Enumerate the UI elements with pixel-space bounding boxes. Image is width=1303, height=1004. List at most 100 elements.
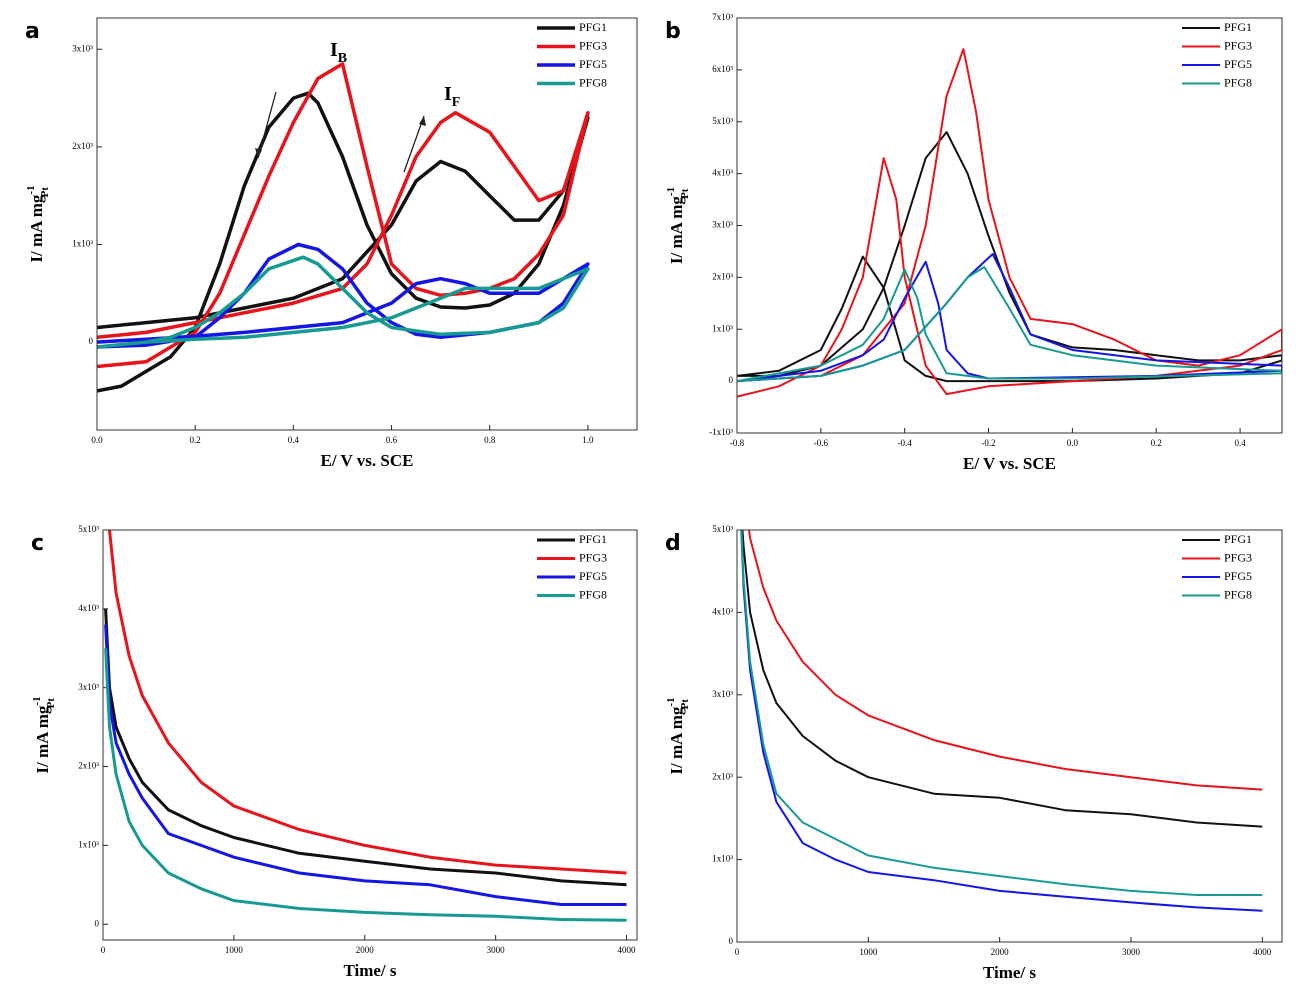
x-tick-label: 1000 — [859, 947, 878, 957]
legend-label: PFG8 — [579, 587, 607, 601]
y-tick-label: 3x10³ — [712, 220, 733, 230]
y-axis-label: I/ mA mg-1 Pt — [665, 187, 691, 264]
x-tick-label: -0.2 — [981, 438, 995, 448]
x-tick-label: 0.4 — [288, 435, 300, 445]
y-axis-label: I/ mA mg-1 Pt — [665, 697, 691, 774]
legend-label: PFG3 — [579, 550, 607, 564]
series-line — [737, 48, 1282, 398]
series-line — [97, 242, 590, 349]
y-tick-label: 2x10³ — [78, 761, 99, 771]
x-tick-label: -0.8 — [730, 438, 745, 448]
panel-label: a — [25, 19, 40, 44]
panel: d 0 1x10³ 2x10³ 3x10³ 4x10³ 5x10³ 0 1000 2000 3000… — [665, 524, 1283, 982]
y-tick-label: 1x10³ — [712, 854, 733, 864]
y-axis-label-sup: -1 — [665, 187, 677, 196]
y-tick-label: 3x10³ — [78, 682, 99, 692]
legend-label: PFG1 — [579, 532, 607, 546]
y-tick-label: 2x10³ — [72, 141, 93, 151]
series-line — [104, 648, 627, 922]
x-tick-label: 0 — [735, 947, 740, 957]
arrow-head — [419, 116, 426, 126]
x-axis-label: Time/ s — [343, 961, 396, 980]
y-tick-label: -1x10³ — [709, 427, 733, 437]
y-tick-label: 6x10³ — [712, 64, 733, 74]
y-axis-label-sup: -1 — [31, 696, 43, 705]
x-tick-label: 3000 — [487, 945, 506, 955]
y-axis-label: I/ mA mg-1 Pt — [25, 185, 51, 262]
series-line — [740, 530, 1263, 896]
x-tick-label: 1.0 — [582, 435, 594, 445]
y-axis-label: I/ mA mg-1 Pt — [31, 696, 57, 773]
series-line — [104, 608, 627, 887]
annotation-text: I — [330, 39, 338, 61]
y-tick-label: 5x10³ — [712, 524, 733, 534]
plot-frame — [736, 17, 1283, 434]
panel-label: b — [665, 19, 681, 44]
arrow — [257, 91, 277, 159]
y-tick-label: 4x10³ — [712, 606, 733, 616]
series-line — [107, 530, 627, 875]
x-tick-label: 4000 — [1253, 947, 1272, 957]
series-line — [740, 530, 1263, 912]
y-axis-label-sup: -1 — [665, 697, 677, 706]
x-tick-label: 0 — [101, 945, 106, 955]
x-tick-label: 0.0 — [91, 435, 103, 445]
x-tick-label: -0.6 — [814, 438, 829, 448]
y-tick-label: 1x10³ — [78, 839, 99, 849]
legend-label: PFG3 — [1224, 550, 1252, 564]
y-axis-label-sub: Pt — [679, 188, 691, 199]
annotation-sub: B — [338, 51, 347, 66]
series-line — [737, 266, 1282, 383]
y-axis-label-sup: -1 — [25, 185, 37, 194]
x-tick-label: 0.0 — [1067, 438, 1079, 448]
y-tick-label: 0 — [729, 375, 734, 385]
series-line — [737, 253, 1282, 383]
arrow-head — [255, 148, 262, 158]
legend-label: PFG8 — [1224, 587, 1252, 601]
y-tick-label: 1x10³ — [72, 239, 93, 249]
y-tick-label: 5x10³ — [78, 524, 99, 534]
x-tick-label: 0.2 — [1151, 438, 1162, 448]
x-tick-label: -0.4 — [898, 438, 913, 448]
legend-label: PFG1 — [579, 20, 607, 34]
x-axis-label: E/ V vs. SCE — [321, 451, 414, 470]
panel: b -1x10³ 0 1x10³ 2x10³ 3x10³ 4x10³ 5x10³ 6x10³ 7x… — [665, 12, 1283, 473]
series-line — [97, 62, 590, 369]
y-tick-label: 0 — [95, 918, 100, 928]
legend-label: PFG5 — [1224, 569, 1252, 583]
legend-label: PFG1 — [1224, 532, 1252, 546]
x-tick-label: 2000 — [356, 945, 375, 955]
panel-label: c — [31, 531, 44, 556]
x-tick-label: 4000 — [618, 945, 637, 955]
x-axis-label: E/ V vs. SCE — [963, 454, 1056, 473]
annotation: IB — [330, 39, 347, 66]
legend-label: PFG5 — [579, 569, 607, 583]
y-tick-label: 1x10³ — [712, 323, 733, 333]
y-tick-label: 5x10³ — [712, 116, 733, 126]
series-line — [741, 530, 1263, 828]
x-tick-label: 3000 — [1122, 947, 1141, 957]
x-tick-label: 0.2 — [190, 435, 201, 445]
legend-label: PFG3 — [579, 38, 607, 52]
panel-label: d — [665, 531, 681, 556]
y-axis-label-text: I/ mA mg — [33, 705, 52, 774]
series-line — [104, 624, 627, 906]
y-tick-label: 3x10³ — [72, 43, 93, 53]
x-axis-label: Time/ s — [983, 963, 1036, 982]
x-tick-label: 0.4 — [1234, 438, 1246, 448]
y-axis-label-text: I/ mA mg — [667, 196, 686, 265]
x-tick-label: 0.8 — [484, 435, 496, 445]
panel: a 0 1x10³ 2x10³ 3x10³ 0.0 0.2 0.4 0.6 0.8 1.0 E/ V … — [25, 17, 638, 470]
x-tick-label: 0.6 — [386, 435, 398, 445]
y-tick-label: 4x10³ — [78, 603, 99, 613]
y-tick-label: 4x10³ — [712, 168, 733, 178]
y-tick-label: 2x10³ — [712, 771, 733, 781]
legend-label: PFG8 — [1224, 75, 1252, 89]
y-tick-label: 0 — [729, 936, 734, 946]
y-axis-label-text: I/ mA mg — [667, 706, 686, 775]
plot-frame — [96, 17, 638, 431]
annotation: IF — [444, 83, 460, 110]
legend-label: PFG5 — [1224, 57, 1252, 71]
legend-label: PFG3 — [1224, 38, 1252, 52]
